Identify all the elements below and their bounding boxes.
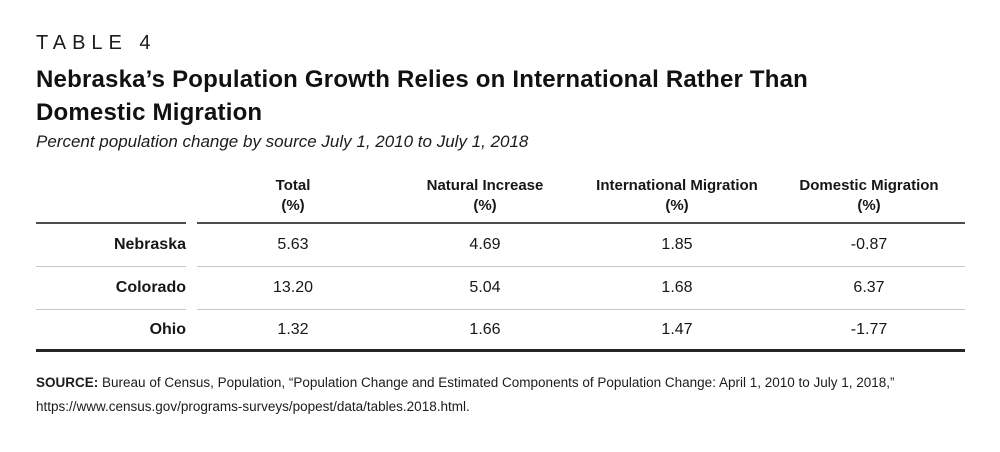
row-values: 13.20 5.04 1.68 6.37	[197, 267, 965, 310]
value-cell: 4.69	[469, 236, 501, 253]
row-values: 1.32 1.66 1.47 -1.77	[197, 310, 965, 349]
source-label: SOURCE:	[36, 375, 99, 390]
page-title: Nebraska’s Population Growth Relies on I…	[36, 63, 808, 129]
source-text-line-2: https://www.census.gov/programs-surveys/…	[36, 399, 470, 414]
value-cell: 1.85	[661, 236, 693, 253]
value-cell: 1.32	[277, 320, 309, 338]
table-row-nebraska: Nebraska 5.63 4.69 1.85 -0.87	[36, 224, 965, 267]
source-text-line-1: SOURCE: Bureau of Census, Population, “P…	[36, 371, 946, 395]
column-unit: (%)	[857, 197, 881, 214]
column-header-total: Total (%)	[197, 172, 389, 222]
row-label-cell: Nebraska	[36, 224, 186, 267]
page-subtitle: Percent population change by source July…	[36, 132, 529, 151]
column-header-domestic-migration: Domestic Migration (%)	[773, 172, 965, 222]
value-cell: 1.66	[469, 320, 501, 338]
title-line-2: Domestic Migration	[36, 99, 263, 126]
table-row-ohio: Ohio 1.32 1.66 1.47 -1.77	[36, 310, 965, 349]
value-cell: 5.63	[277, 236, 309, 253]
table-header-row: Total (%) Natural Increase (%) Internati…	[36, 172, 965, 224]
table-number: TABLE 4	[36, 32, 157, 54]
value-cell: 5.04	[469, 279, 501, 296]
table-row-colorado: Colorado 13.20 5.04 1.68 6.37	[36, 267, 965, 310]
value-cell: 1.68	[661, 279, 693, 296]
column-label: International Migration	[596, 177, 758, 194]
value-cell: 6.37	[853, 279, 885, 296]
header-spacer-cell	[36, 172, 186, 224]
column-header-natural-increase: Natural Increase (%)	[389, 172, 581, 222]
column-unit: (%)	[281, 197, 305, 214]
value-cell: -1.77	[850, 320, 888, 338]
column-label: Total	[275, 177, 311, 194]
source-note: SOURCE: Bureau of Census, Population, “P…	[36, 371, 946, 419]
title-line-1: Nebraska’s Population Growth Relies on I…	[36, 66, 809, 93]
column-label: Natural Increase	[426, 177, 544, 194]
column-header-international-migration: International Migration (%)	[581, 172, 773, 222]
column-unit: (%)	[665, 197, 689, 214]
row-label-cell: Colorado	[36, 267, 186, 310]
value-cell: -0.87	[850, 236, 888, 253]
data-table: Total (%) Natural Increase (%) Internati…	[36, 172, 965, 352]
value-cell: 1.47	[661, 320, 693, 338]
source-citation: Bureau of Census, Population, “Populatio…	[102, 375, 895, 390]
value-cell: 13.20	[272, 279, 314, 296]
column-unit: (%)	[473, 197, 497, 214]
column-label: Domestic Migration	[799, 177, 939, 194]
row-label-cell: Ohio	[149, 320, 186, 338]
column-headers: Total (%) Natural Increase (%) Internati…	[197, 172, 965, 224]
row-values: 5.63 4.69 1.85 -0.87	[197, 224, 965, 267]
